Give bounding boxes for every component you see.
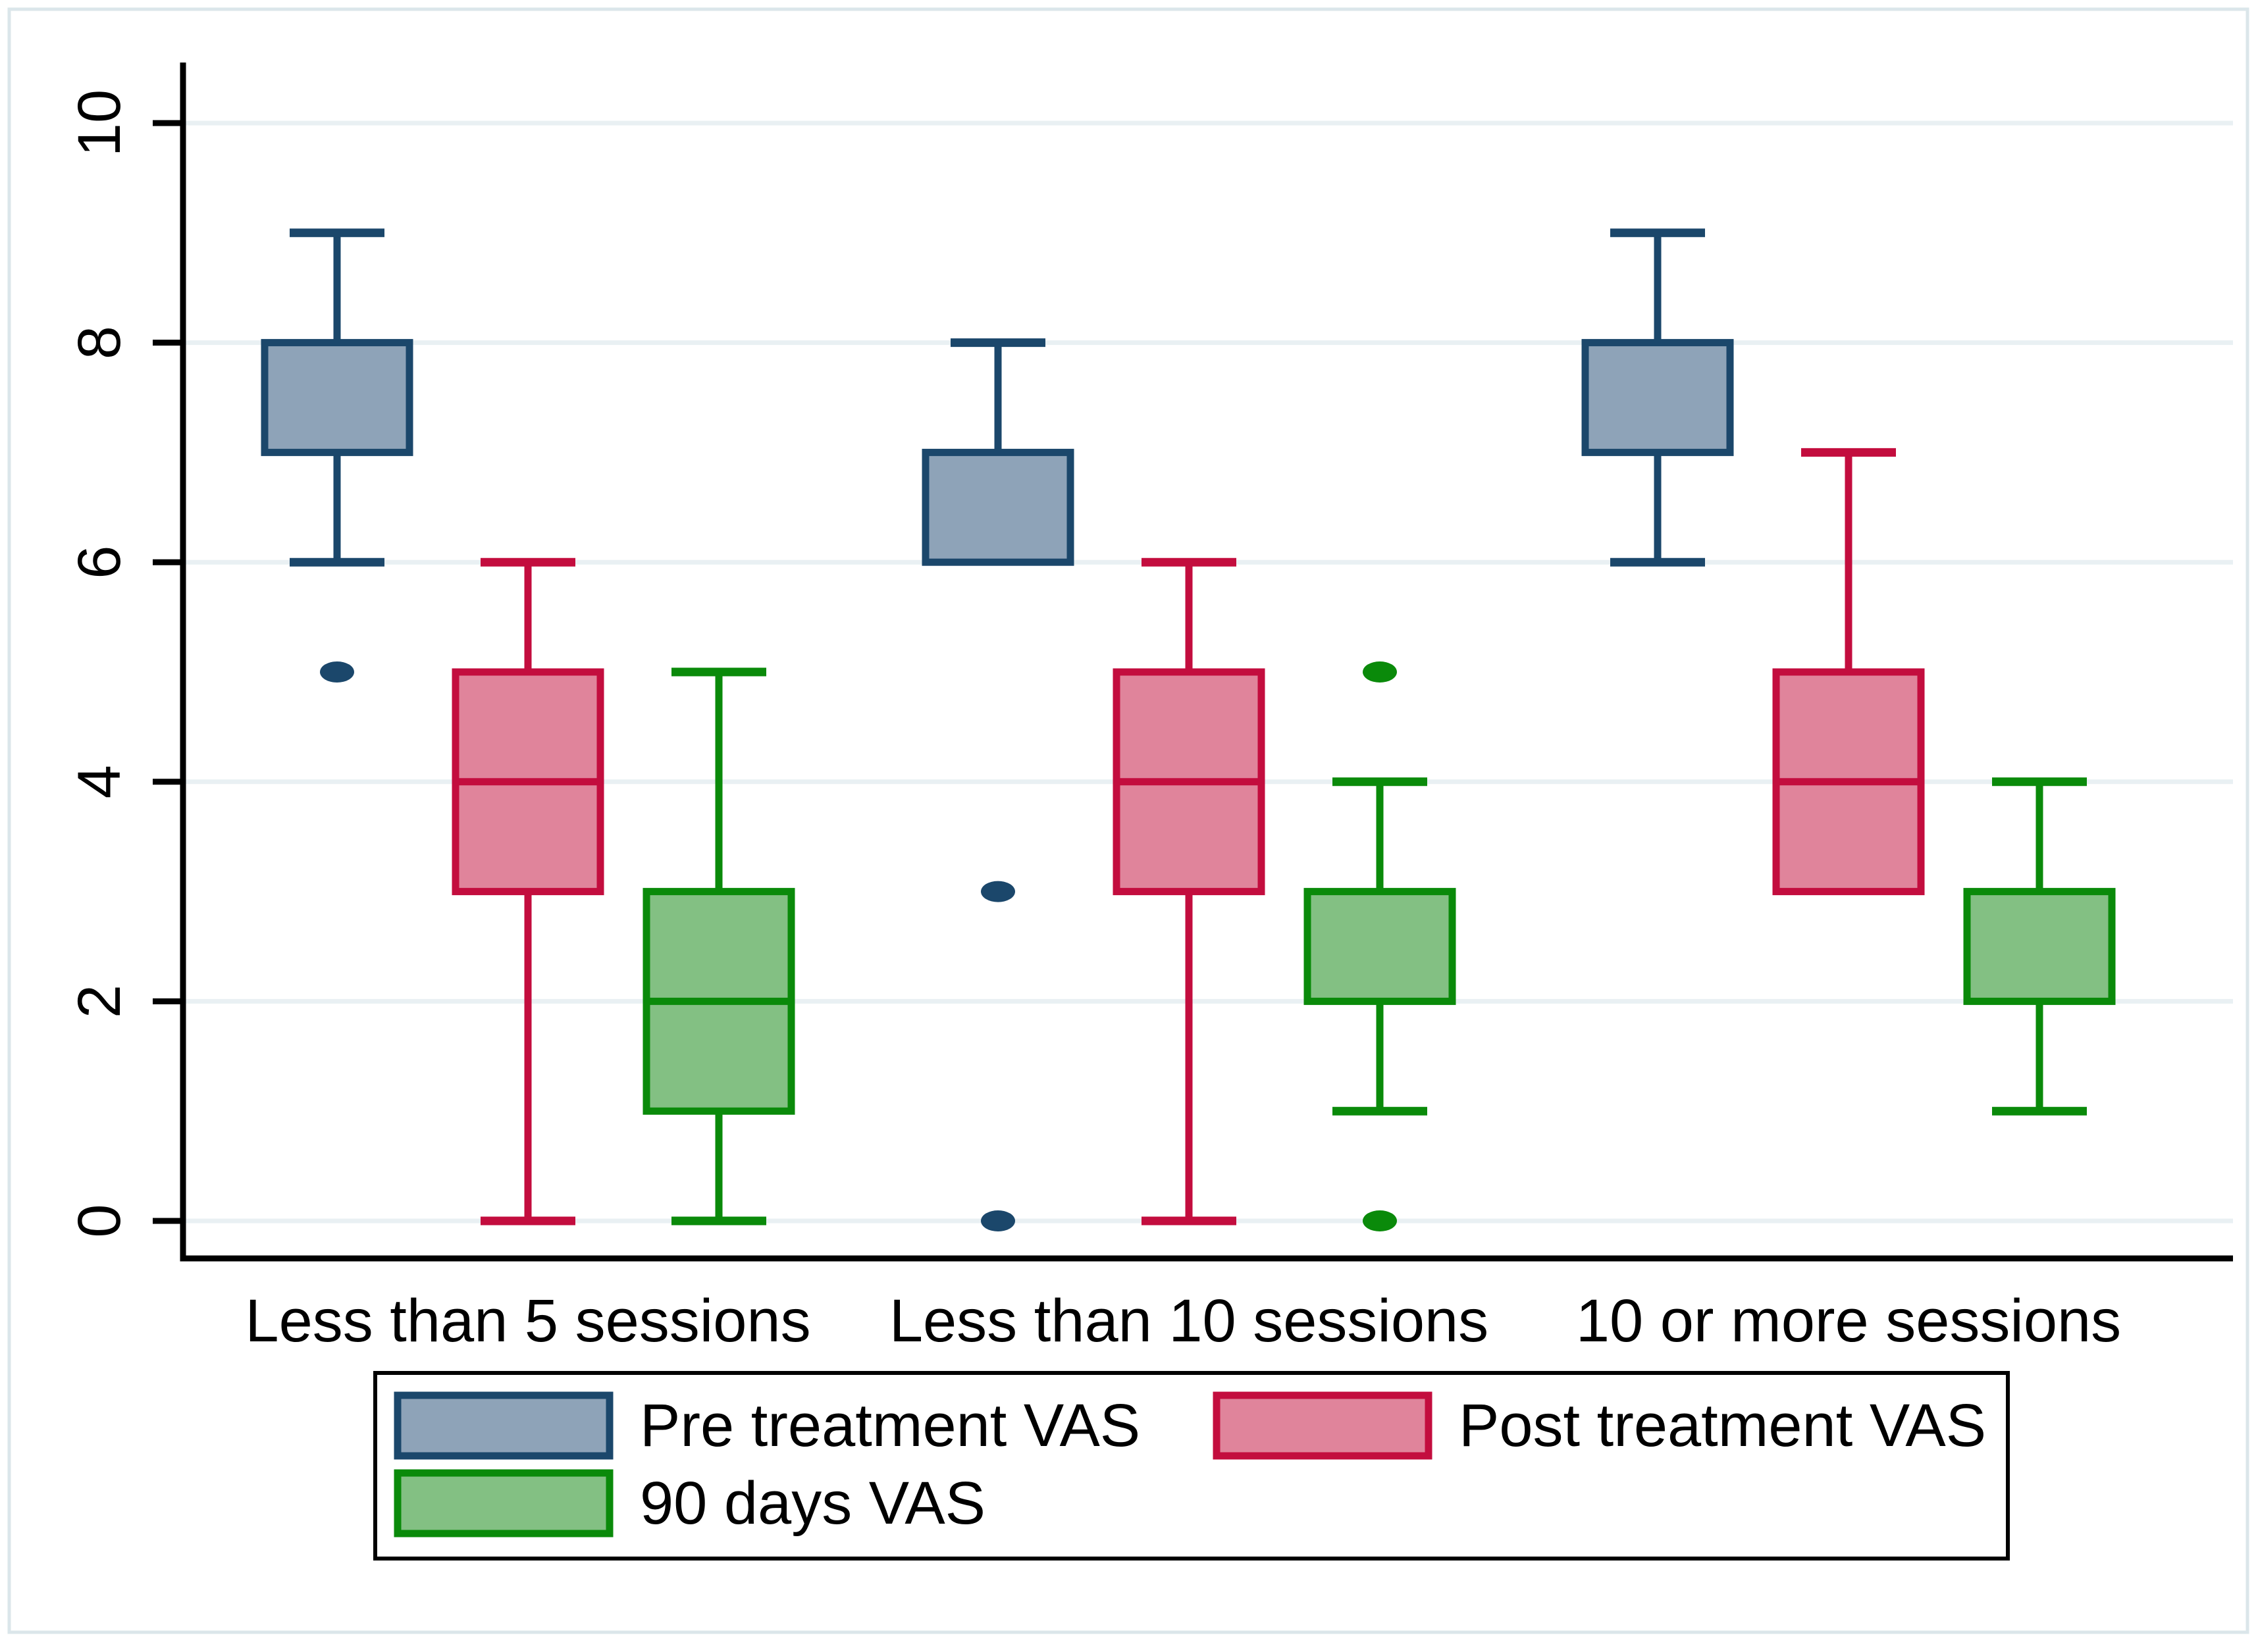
pre-treatment-vas-box-group-1 — [922, 338, 1074, 1231]
axis-layer: 0 2 4 6 8 10 — [66, 63, 2233, 1262]
pre-treatment-vas-box-group-2 — [1581, 228, 1734, 567]
legend-label-pre-treatment: Pre treatment VAS — [640, 1392, 1140, 1459]
90-days-vas-outlier-dot — [1363, 661, 1397, 683]
category-label-less-than-10-sessions: Less than 10 sessions — [889, 1287, 1488, 1355]
90-days-vas-outlier-dot — [1363, 1210, 1397, 1231]
category-label-less-than-5-sessions: Less than 5 sessions — [245, 1287, 810, 1355]
legend: Pre treatment VAS Post treatment VAS 90 … — [373, 1371, 2010, 1561]
pre-treatment-vas-outlier-dot — [981, 1210, 1015, 1231]
pre-treatment-vas-box — [261, 339, 413, 456]
legend-swatch-pre-treatment — [394, 1391, 614, 1460]
90-days-vas-box — [1963, 888, 2116, 1005]
y-tick-label-10: 10 — [66, 90, 133, 157]
y-tick-label-4: 4 — [66, 765, 133, 798]
legend-label-post-treatment: Post treatment VAS — [1459, 1392, 1986, 1459]
post-treatment-vas-box-group-2 — [1772, 448, 1925, 896]
legend-swatch-post-treatment — [1213, 1391, 1432, 1460]
y-tick-label-6: 6 — [66, 546, 133, 579]
x-axis-labels: Less than 5 sessions Less than 10 sessio… — [245, 1287, 2121, 1355]
category-label-10-or-more-sessions: 10 or more sessions — [1576, 1287, 2121, 1355]
post-treatment-vas-box-group-0 — [452, 557, 604, 1226]
90-days-vas-box-group-1 — [1303, 661, 1456, 1231]
legend-label-90-days: 90 days VAS — [640, 1470, 985, 1537]
90-days-vas-box-group-2 — [1963, 777, 2116, 1116]
pre-treatment-vas-box-group-0 — [261, 228, 413, 683]
post-treatment-vas-box-group-1 — [1113, 557, 1265, 1226]
90-days-vas-box — [1303, 888, 1456, 1005]
pre-treatment-vas-outlier-dot — [981, 881, 1015, 902]
y-tick-label-0: 0 — [66, 1204, 133, 1237]
pre-treatment-vas-outlier-dot — [320, 661, 354, 683]
pre-treatment-vas-box — [922, 448, 1074, 566]
legend-swatch-90-days — [394, 1469, 614, 1537]
pre-treatment-vas-box — [1581, 339, 1734, 456]
90-days-vas-box-group-0 — [643, 667, 795, 1226]
y-tick-label-8: 8 — [66, 326, 133, 359]
legend-box — [373, 1371, 2010, 1561]
y-tick-label-2: 2 — [66, 985, 133, 1018]
figure-border — [7, 7, 2249, 1634]
box-layer — [261, 228, 2116, 1231]
